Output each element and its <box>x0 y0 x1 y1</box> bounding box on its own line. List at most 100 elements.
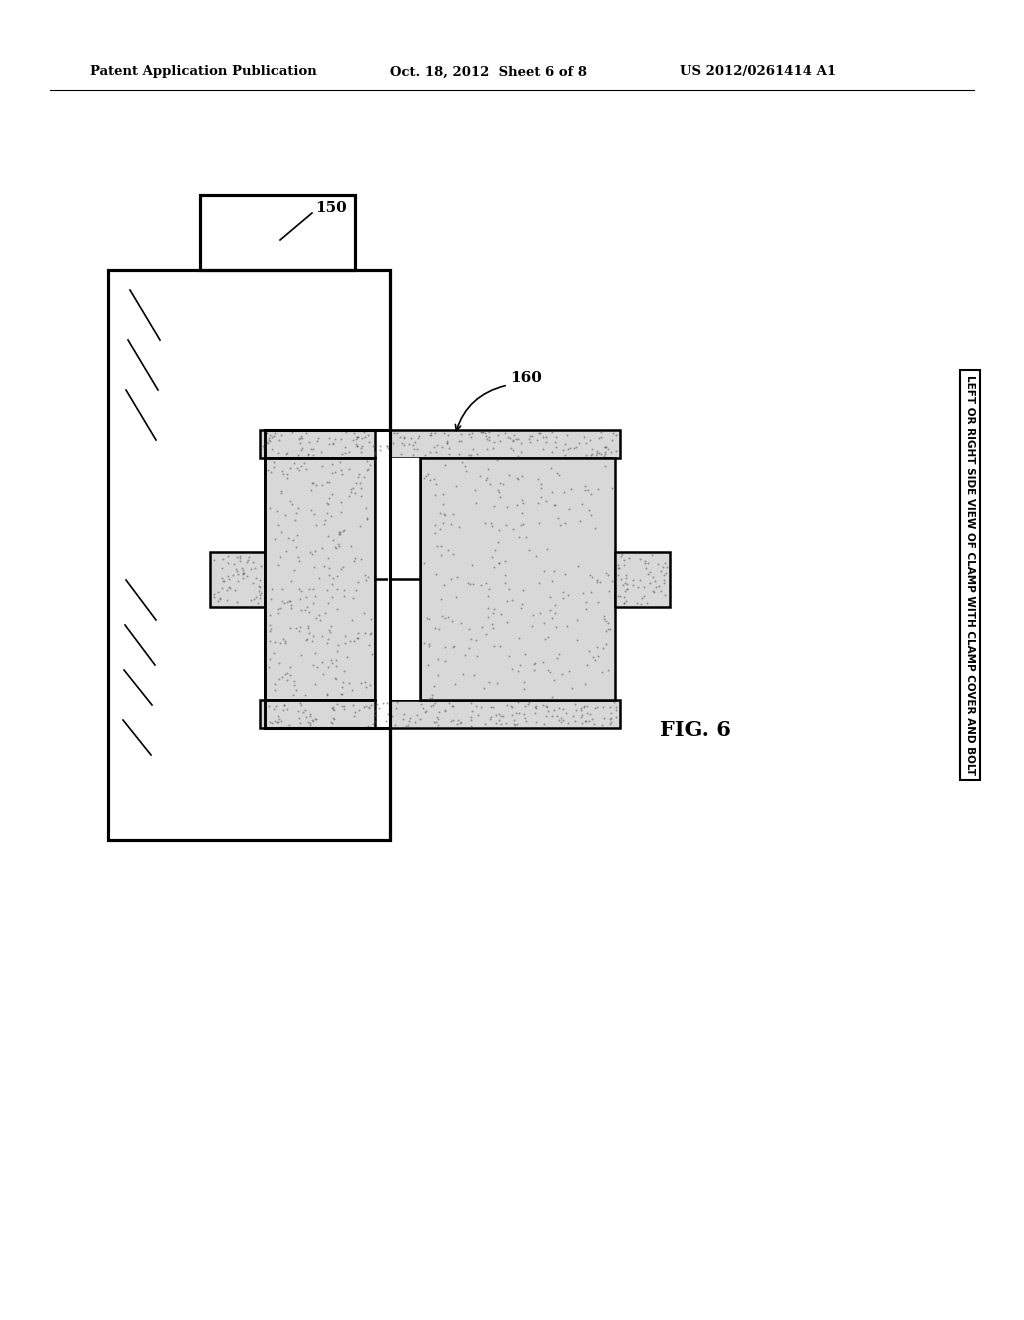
Point <box>500 426 516 447</box>
Point <box>395 434 412 455</box>
Point <box>648 577 665 598</box>
Point <box>395 426 412 447</box>
Point <box>262 631 279 652</box>
Point <box>465 573 481 594</box>
Point <box>564 678 581 700</box>
Point <box>657 585 674 606</box>
Point <box>301 432 317 453</box>
Point <box>304 710 321 731</box>
Point <box>262 711 279 733</box>
Point <box>440 540 457 561</box>
Point <box>262 430 279 451</box>
Point <box>360 432 377 453</box>
Point <box>307 673 324 694</box>
Point <box>445 635 462 656</box>
Point <box>211 587 227 609</box>
Point <box>293 581 309 602</box>
Bar <box>200 195 355 271</box>
Point <box>630 576 646 597</box>
Point <box>616 586 633 607</box>
Point <box>449 713 465 734</box>
Point <box>516 704 532 725</box>
Point <box>589 697 605 718</box>
Point <box>439 424 456 445</box>
Point <box>333 684 349 705</box>
Point <box>521 432 538 453</box>
Point <box>367 441 383 462</box>
Point <box>557 564 573 585</box>
Point <box>411 426 427 447</box>
Point <box>451 516 467 537</box>
Point <box>322 471 338 492</box>
Point <box>265 426 282 447</box>
Point <box>599 612 615 634</box>
Point <box>602 708 618 729</box>
Point <box>367 444 383 465</box>
Point <box>508 702 524 723</box>
Point <box>272 521 289 543</box>
Point <box>298 706 314 727</box>
Point <box>293 599 309 620</box>
Point <box>291 550 307 572</box>
Point <box>293 694 309 715</box>
Point <box>248 587 264 609</box>
Point <box>426 436 442 457</box>
Point <box>319 494 336 515</box>
Point <box>270 668 287 689</box>
Point <box>261 429 278 450</box>
Point <box>453 612 469 634</box>
Point <box>313 651 330 672</box>
Point <box>315 513 332 535</box>
Point <box>252 583 268 605</box>
Point <box>318 579 335 601</box>
Point <box>276 504 293 525</box>
Point <box>484 696 501 717</box>
Point <box>334 463 350 484</box>
Point <box>264 579 281 601</box>
Point <box>510 692 526 713</box>
Point <box>272 480 289 502</box>
Point <box>453 424 469 445</box>
Point <box>297 599 313 620</box>
Point <box>348 473 365 494</box>
Point <box>331 535 347 556</box>
Point <box>345 429 361 450</box>
Point <box>236 562 252 583</box>
Point <box>492 482 508 503</box>
Point <box>382 694 398 715</box>
Point <box>356 422 373 444</box>
Text: US 2012/0261414 A1: US 2012/0261414 A1 <box>680 66 837 78</box>
Point <box>557 512 573 533</box>
Point <box>354 436 371 457</box>
Point <box>580 702 596 723</box>
Point <box>324 586 340 607</box>
Point <box>289 525 305 546</box>
Point <box>280 463 296 484</box>
Point <box>246 589 262 610</box>
Point <box>526 653 543 675</box>
Point <box>511 527 527 548</box>
Point <box>270 442 287 463</box>
Point <box>637 553 653 574</box>
Point <box>323 615 339 636</box>
Point <box>273 578 290 599</box>
Point <box>605 692 622 713</box>
Point <box>463 628 479 649</box>
Point <box>303 479 319 500</box>
Point <box>614 574 631 595</box>
Point <box>281 715 297 737</box>
Point <box>313 474 330 495</box>
Point <box>244 590 260 611</box>
Point <box>263 426 280 447</box>
Point <box>478 624 495 645</box>
Point <box>437 636 454 657</box>
Point <box>226 553 243 574</box>
Point <box>358 459 375 480</box>
Point <box>219 579 236 601</box>
Point <box>595 638 611 659</box>
Point <box>343 479 359 500</box>
Point <box>475 677 492 698</box>
Point <box>272 710 289 731</box>
Point <box>282 590 298 611</box>
Point <box>360 696 377 717</box>
